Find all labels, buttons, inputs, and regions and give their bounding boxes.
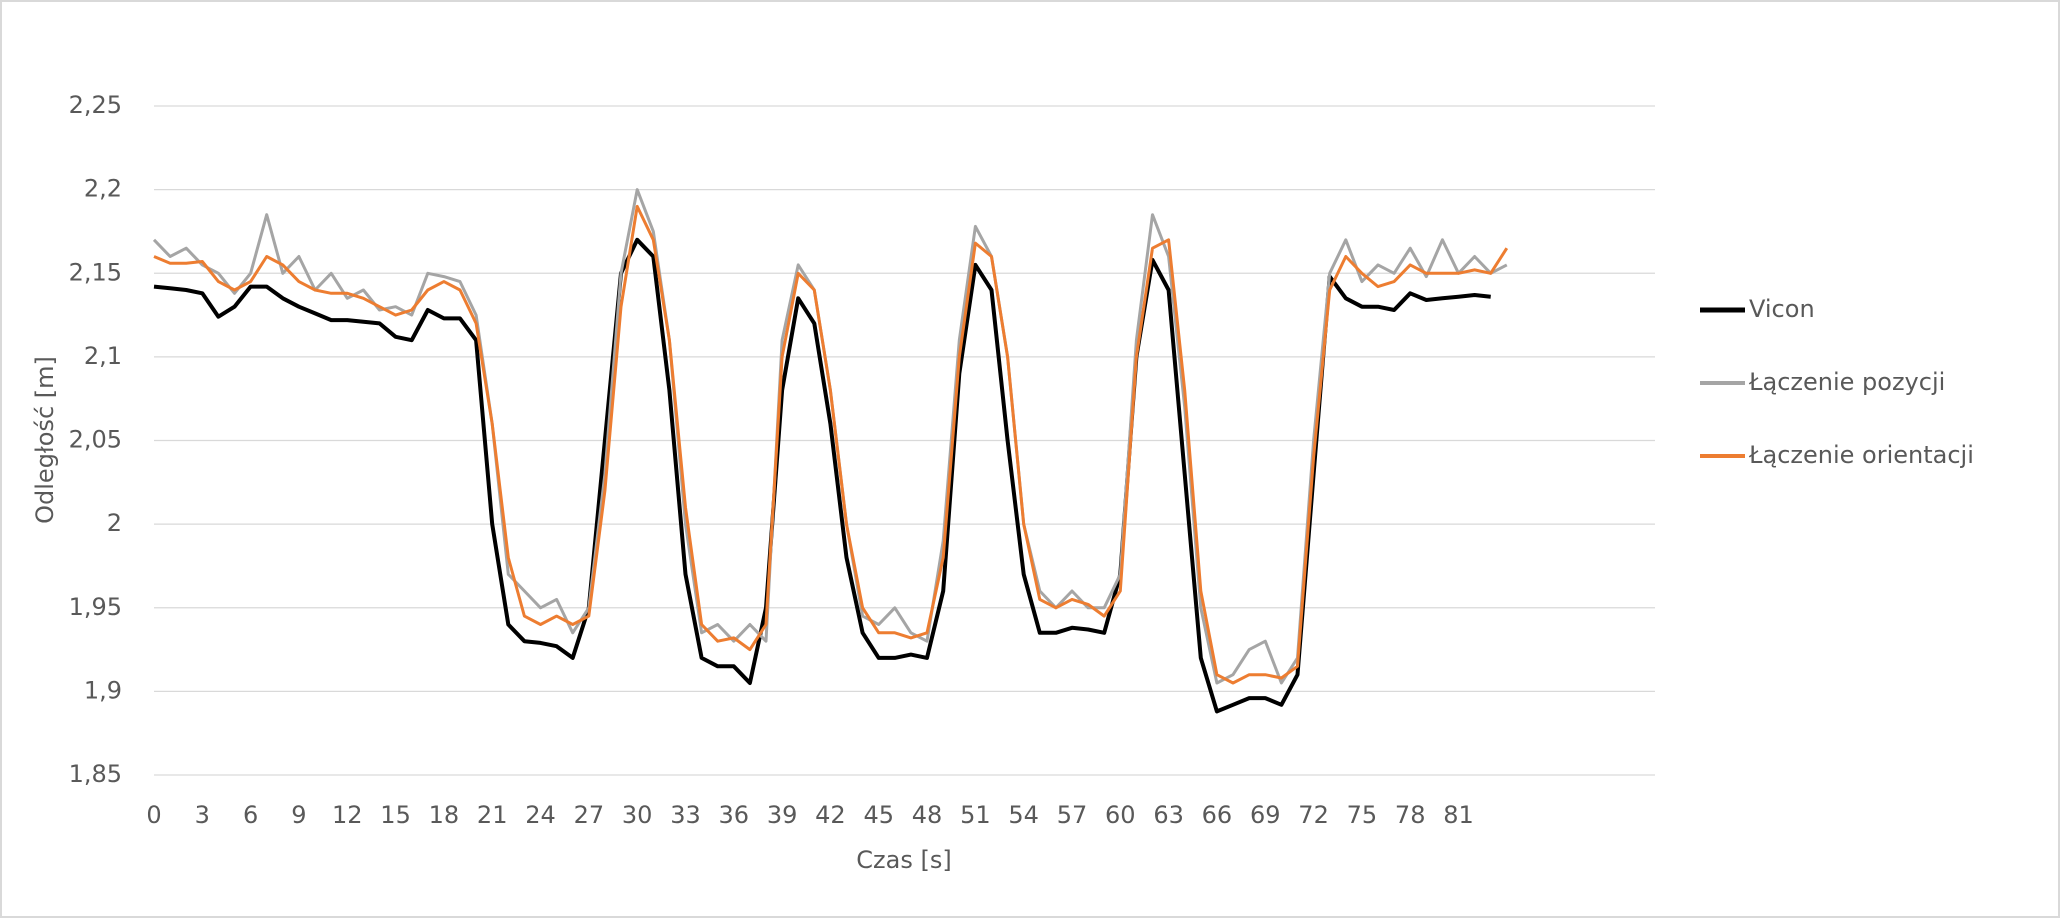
legend-label: Łączenie pozycji: [1748, 368, 1945, 396]
legend-label: Vicon: [1749, 295, 1815, 323]
y-tick-label: 2,2: [84, 175, 122, 203]
x-tick-label: 81: [1443, 801, 1474, 829]
x-tick-label: 57: [1057, 801, 1088, 829]
x-tick-label: 9: [291, 801, 306, 829]
y-tick-label: 2: [107, 509, 122, 537]
x-tick-label: 24: [525, 801, 556, 829]
x-tick-label: 33: [670, 801, 701, 829]
x-tick-label: 21: [477, 801, 508, 829]
x-tick-label: 15: [380, 801, 411, 829]
y-tick-label: 1,9: [84, 676, 122, 704]
x-tick-label: 18: [429, 801, 460, 829]
x-tick-label: 66: [1202, 801, 1233, 829]
y-tick-label: 1,85: [69, 760, 122, 788]
x-tick-label: 12: [332, 801, 363, 829]
x-tick-label: 78: [1395, 801, 1426, 829]
x-tick-label: 60: [1105, 801, 1136, 829]
x-tick-label: 69: [1250, 801, 1281, 829]
legend-label: Łączenie orientacji: [1748, 441, 1974, 469]
x-axis-title: Czas [s]: [856, 846, 951, 874]
series-line: [153, 237, 1491, 714]
x-tick-label: 27: [574, 801, 605, 829]
y-tick-label: 2,05: [69, 426, 122, 454]
x-tick-label: 48: [912, 801, 943, 829]
x-tick-label: 0: [146, 801, 161, 829]
x-tick-label: 54: [1008, 801, 1039, 829]
x-tick-label: 72: [1298, 801, 1329, 829]
x-tick-label: 3: [195, 801, 210, 829]
y-tick-label: 2,1: [84, 342, 122, 370]
x-tick-label: 45: [863, 801, 894, 829]
y-tick-label: 2,25: [69, 91, 122, 119]
y-tick-label: 2,15: [69, 258, 122, 286]
x-tick-label: 63: [1153, 801, 1184, 829]
x-tick-label: 6: [243, 801, 258, 829]
y-tick-label: 1,95: [69, 593, 122, 621]
x-tick-label: 39: [767, 801, 798, 829]
x-tick-label: 75: [1347, 801, 1378, 829]
x-tick-label: 36: [719, 801, 750, 829]
x-tick-label: 30: [622, 801, 653, 829]
series-line: [153, 204, 1509, 685]
x-tick-label: 42: [815, 801, 846, 829]
y-axis-title: Odległość [m]: [31, 356, 59, 524]
x-tick-label: 51: [960, 801, 991, 829]
